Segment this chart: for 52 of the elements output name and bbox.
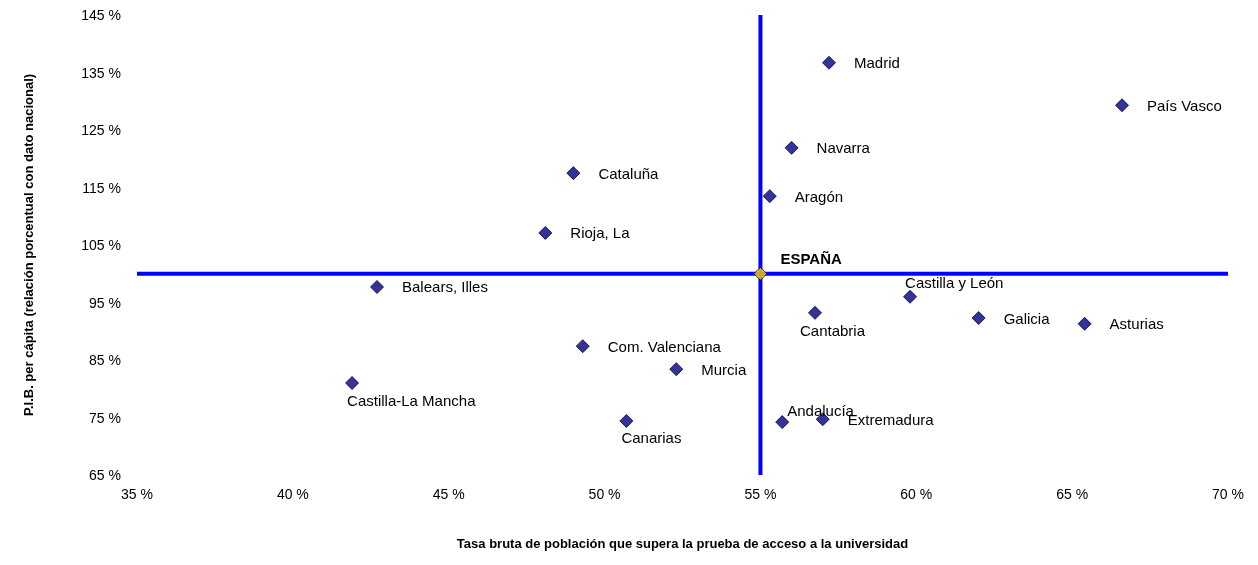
point: [370, 279, 385, 294]
annotation: Murcia: [701, 360, 747, 378]
y-tick-label: 105 %: [81, 237, 121, 253]
point: [903, 289, 918, 304]
x-tick-label: 50 %: [588, 486, 621, 502]
annotation: Com. Valenciana: [607, 337, 722, 355]
annotation: Navarra: [816, 139, 871, 157]
x-tick-label: 35 %: [121, 486, 153, 502]
y-tick-label: 145 %: [81, 7, 121, 23]
x-tick-label: 45 %: [432, 486, 465, 502]
point: [538, 225, 553, 240]
x-tick-label: 60 %: [900, 486, 933, 502]
point: [775, 415, 790, 430]
annotation: Rioja, La: [570, 224, 631, 242]
point: [807, 305, 822, 320]
point: [619, 413, 634, 428]
y-tick-label: 85 %: [89, 352, 121, 368]
annotation: Castilla y León: [905, 274, 1004, 292]
annotation: Asturias: [1109, 315, 1164, 333]
annotation: ESPAÑA: [780, 250, 842, 268]
point: [345, 376, 360, 390]
annotation: Canarias: [621, 429, 682, 447]
point: [971, 311, 986, 326]
annotation: Cantabria: [799, 322, 866, 340]
point: [762, 189, 777, 204]
y-tick-label: 75 %: [89, 409, 121, 426]
point: [1115, 98, 1130, 113]
x-tick-label: 70 %: [1212, 486, 1244, 502]
y-axis-title: P.I.B. per cápita (relación porcentual con dato nacional): [20, 73, 36, 417]
x-axis-title: Tasa bruta de población que supera la prueba de acceso a la universidad: [456, 536, 909, 551]
annotation: Castilla-La Mancha: [347, 391, 477, 409]
annotation: Cataluña: [598, 164, 660, 182]
y-tick-label: 95 %: [89, 294, 121, 311]
point: [753, 266, 768, 281]
point: [784, 140, 799, 155]
y-tick-label: 135 %: [81, 64, 121, 81]
y-tick-label: 125 %: [81, 122, 121, 138]
x-tick-label: 55 %: [744, 486, 777, 502]
point: [669, 362, 684, 377]
annotation: Balears, Illes: [402, 278, 488, 296]
annotation: País Vasco: [1147, 96, 1222, 114]
x-tick-label: 65 %: [1056, 486, 1089, 502]
annotation: Galicia: [1003, 309, 1051, 327]
point: [575, 339, 590, 354]
x-tick-label: 40 %: [276, 486, 309, 502]
point: [566, 166, 581, 181]
point: [1077, 316, 1092, 331]
point: [822, 55, 837, 70]
y-tick-label: 65 %: [89, 467, 121, 483]
annotation: Aragón: [794, 187, 844, 205]
y-tick-label: 115 %: [82, 179, 121, 196]
annotation: Madrid: [854, 54, 900, 72]
